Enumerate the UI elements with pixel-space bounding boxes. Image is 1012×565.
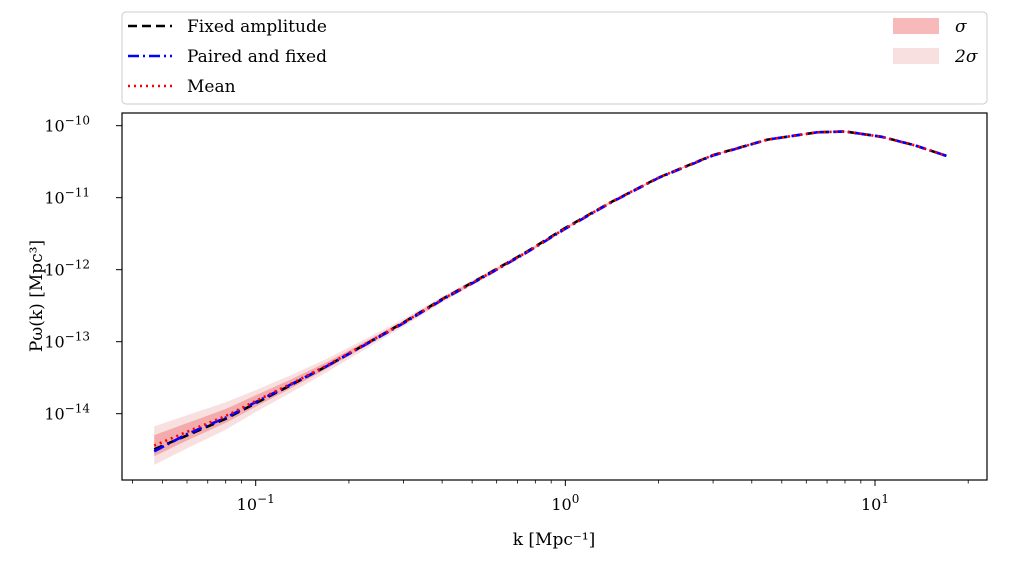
axis-ticks: 10−1 100 101 10−14 10−13 10−12 10−11 10−10 (44, 114, 969, 514)
legend-label: Fixed amplitude (187, 17, 327, 37)
legend-label: 2σ (954, 47, 978, 67)
series-line-mean (153, 130, 947, 447)
series-line-paired-and-fixed (153, 130, 947, 453)
band-2sigma (154, 131, 947, 465)
tick-label-y-−10: 10−10 (44, 114, 90, 136)
plot-frame (121, 112, 988, 481)
legend-swatch-band (893, 18, 939, 34)
tick-label-y-−13: 10−13 (44, 330, 90, 352)
tick-label-x-0: 100 (551, 492, 579, 514)
x-axis-label: k [Mpc⁻¹] (513, 530, 596, 550)
tick-label-x-1: 101 (861, 492, 889, 514)
tick-label-y-−14: 10−14 (44, 402, 90, 424)
tick-label-x-−1: 10−1 (237, 492, 275, 514)
uncertainty-bands (154, 131, 947, 465)
legend: Fixed amplitude Paired and fixed Mean σ 2σ (121, 11, 988, 105)
y-axis-label: Pω(k) [Mpc³] (27, 240, 47, 352)
legend-label: Mean (187, 77, 236, 97)
tick-label-y-−12: 10−12 (44, 258, 90, 280)
legend-label: Paired and fixed (187, 47, 327, 67)
legend-label: σ (955, 17, 967, 37)
series-lines (153, 130, 947, 453)
legend-swatch-band (893, 48, 939, 64)
legend-box (121, 11, 988, 105)
tick-label-y-−11: 10−11 (44, 186, 90, 208)
band-sigma (154, 131, 947, 457)
